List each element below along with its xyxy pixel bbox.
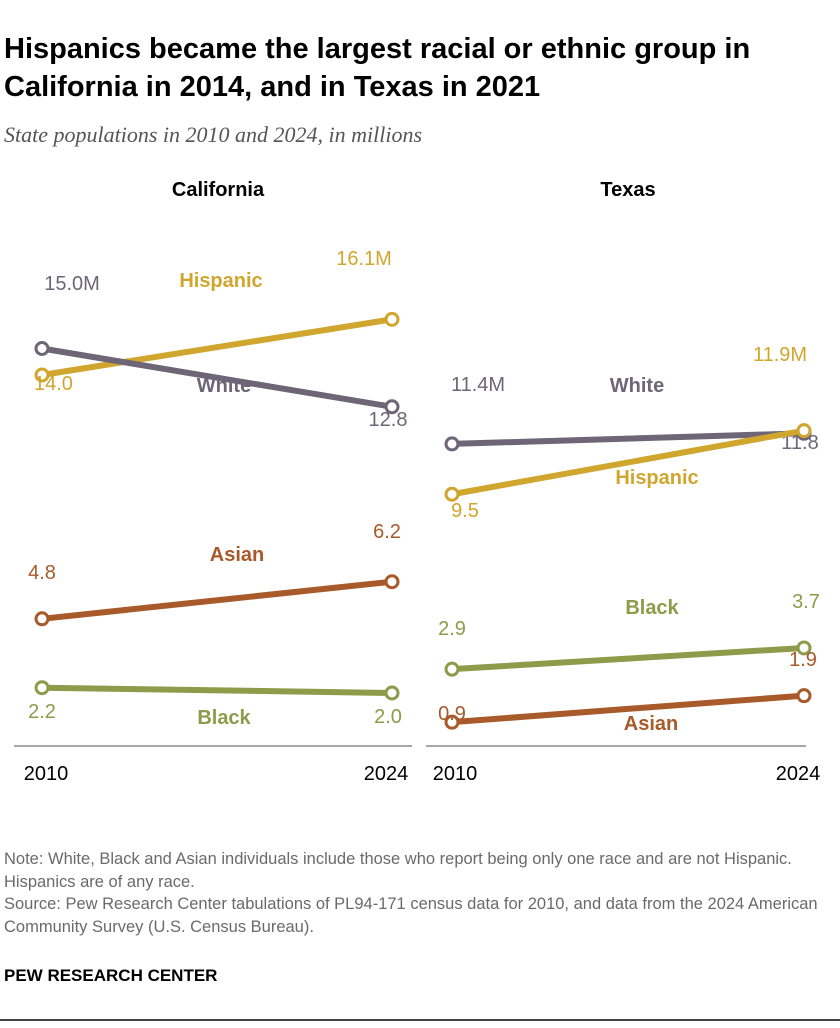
california-hispanic-series-label: Hispanic bbox=[179, 270, 262, 292]
california-white-value-label-2010: 15.0M bbox=[44, 273, 100, 295]
texas-hispanic-point-2010 bbox=[444, 486, 460, 502]
texas-white-point-2010 bbox=[444, 436, 460, 452]
texas-panel-title: Texas bbox=[600, 179, 655, 201]
footer-rule bbox=[0, 1019, 840, 1021]
texas-hispanic-point-2024 bbox=[796, 423, 812, 439]
chart-title: Hispanics became the largest racial or e… bbox=[4, 33, 751, 103]
california-hispanic-point-2010 bbox=[34, 367, 50, 383]
texas-hispanic-series-label: Hispanic bbox=[615, 467, 698, 489]
california-white-series-label: White bbox=[197, 375, 251, 397]
texas-hispanic-value-label-2010: 9.5 bbox=[451, 500, 479, 522]
texas-hispanic-line bbox=[449, 427, 807, 498]
california-black-point-2024 bbox=[384, 685, 400, 701]
california-white-point-2010 bbox=[34, 341, 50, 356]
texas-white-series-label: White bbox=[610, 375, 664, 397]
texas-asian-point-2010 bbox=[444, 714, 460, 730]
california-hispanic-line bbox=[39, 316, 395, 378]
texas-x-tick-2024: 2024 bbox=[776, 763, 821, 785]
texas-white-line bbox=[449, 430, 807, 447]
california-black-line bbox=[39, 684, 395, 696]
california-asian-point-2010 bbox=[34, 611, 50, 627]
california-asian-line bbox=[39, 578, 395, 622]
texas-black-value-label-2010: 2.9 bbox=[438, 618, 466, 640]
texas-asian-value-label-2024: 1.9 bbox=[789, 649, 817, 671]
california-asian-value-label-2024: 6.2 bbox=[373, 521, 401, 543]
texas-hispanic-value-label-2024: 11.9M bbox=[753, 344, 807, 366]
california-hispanic-point-2024 bbox=[384, 311, 400, 327]
org-logo-text: PEW RESEARCH CENTER bbox=[4, 966, 218, 985]
source-text: Source: Pew Research Center tabulations … bbox=[4, 895, 818, 936]
note-text: Note: White, Black and Asian individuals… bbox=[4, 850, 792, 891]
texas-asian-series-label: Asian bbox=[624, 713, 678, 735]
texas-asian-value-label-2010: 0.9 bbox=[438, 703, 466, 725]
california-hispanic-value-label-2010: 14.0 bbox=[34, 373, 73, 395]
texas-x-tick-2010: 2010 bbox=[433, 763, 478, 785]
california-x-tick-2010: 2010 bbox=[24, 763, 69, 785]
texas-black-value-label-2024: 3.7 bbox=[792, 591, 820, 613]
texas-white-value-label-2024: 11.8 bbox=[781, 432, 818, 454]
texas-black-point-2024 bbox=[796, 640, 812, 656]
notes: Note: White, Black and Asian individuals… bbox=[4, 848, 838, 938]
texas-asian-line bbox=[449, 692, 807, 726]
texas-white-value-label-2010: 11.4M bbox=[451, 374, 505, 396]
california-asian-series-label: Asian bbox=[210, 544, 264, 566]
california-white-point-2024 bbox=[384, 399, 400, 415]
california-white-line bbox=[39, 345, 395, 410]
chart-area: California 2010 2024 14.0 16.1M Hispanic 15.0M… bbox=[14, 179, 821, 785]
texas-black-point-2010 bbox=[444, 661, 460, 677]
california-black-value-label-2010: 2.2 bbox=[28, 701, 56, 723]
california-asian-value-label-2010: 4.8 bbox=[28, 562, 56, 584]
california-black-point-2010 bbox=[34, 680, 50, 696]
california-black-value-label-2024: 2.0 bbox=[374, 706, 402, 728]
california-asian-point-2024 bbox=[384, 574, 400, 590]
texas-black-series-label: Black bbox=[625, 597, 679, 619]
chart-subtitle: State populations in 2010 and 2024, in m… bbox=[4, 122, 423, 147]
california-panel-title: California bbox=[172, 179, 265, 201]
california-x-tick-2024: 2024 bbox=[364, 763, 409, 785]
california-black-series-label: Black bbox=[197, 707, 251, 729]
california-hispanic-value-label-2024: 16.1M bbox=[336, 248, 392, 270]
texas-black-line bbox=[449, 644, 807, 673]
california-white-value-label-2024: 12.8 bbox=[369, 409, 408, 431]
texas-asian-point-2024 bbox=[796, 688, 812, 704]
